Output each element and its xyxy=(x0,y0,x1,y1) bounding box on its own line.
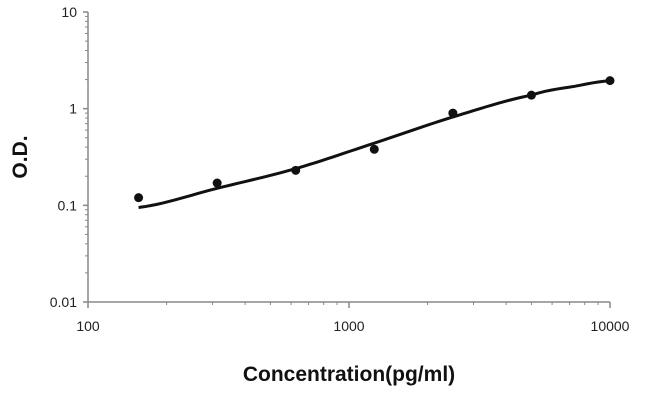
fit-curve xyxy=(138,79,611,209)
major-ticks xyxy=(83,11,611,308)
x-tick-label: 1000 xyxy=(333,318,364,334)
data-point xyxy=(369,144,379,154)
x-tick-label: 10000 xyxy=(591,318,630,334)
data-point xyxy=(212,178,222,188)
y-tick-label: 10 xyxy=(61,4,77,20)
y-tick-labels: 0.01 0.1 1 10 xyxy=(50,4,77,310)
data-point xyxy=(448,108,458,118)
x-tick-labels: 100 1000 10000 xyxy=(76,318,629,334)
minor-ticks xyxy=(85,15,599,305)
data-points xyxy=(134,76,615,203)
y-tick-label: 1 xyxy=(69,101,77,117)
x-axis-title: Concentration(pg/ml) xyxy=(243,363,455,386)
y-axis-title: O.D. xyxy=(9,135,32,178)
data-point xyxy=(605,76,615,86)
data-point xyxy=(526,90,536,100)
data-point xyxy=(291,165,301,175)
x-tick-label: 100 xyxy=(76,318,100,334)
data-point xyxy=(134,193,144,203)
y-tick-label: 0.1 xyxy=(58,197,78,213)
y-tick-label: 0.01 xyxy=(50,294,77,310)
axes xyxy=(87,12,610,303)
